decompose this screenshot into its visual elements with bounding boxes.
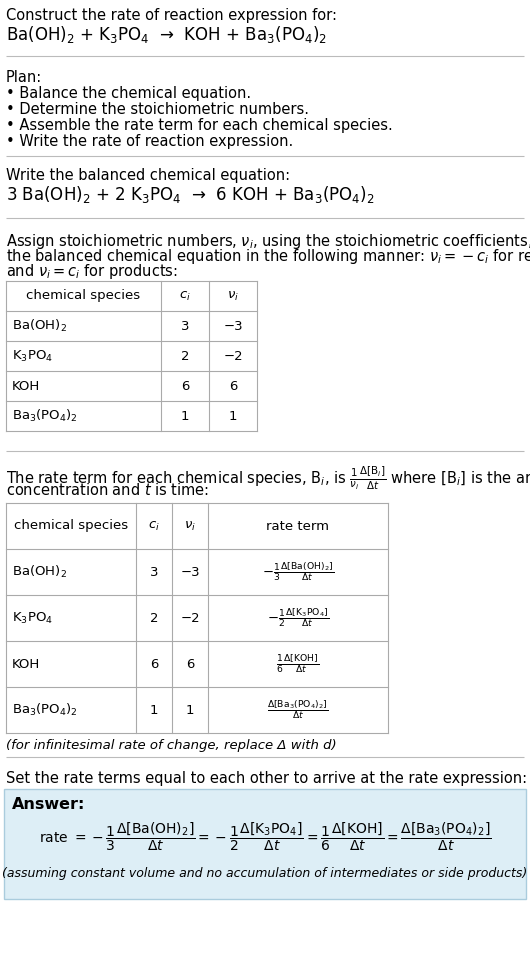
Text: Ba(OH)$_2$ + K$_3$PO$_4$  →  KOH + Ba$_3$(PO$_4$)$_2$: Ba(OH)$_2$ + K$_3$PO$_4$ → KOH + Ba$_3$(… bbox=[6, 24, 327, 45]
Text: 1: 1 bbox=[186, 704, 195, 716]
Text: chemical species: chemical species bbox=[26, 290, 140, 303]
Text: Ba(OH)$_2$: Ba(OH)$_2$ bbox=[12, 564, 67, 580]
Text: • Write the rate of reaction expression.: • Write the rate of reaction expression. bbox=[6, 134, 293, 149]
Text: 1: 1 bbox=[150, 704, 158, 716]
Text: 6: 6 bbox=[150, 658, 158, 671]
Text: 6: 6 bbox=[186, 658, 194, 671]
Text: and $\nu_i = c_i$ for products:: and $\nu_i = c_i$ for products: bbox=[6, 262, 178, 281]
Text: −3: −3 bbox=[223, 319, 243, 333]
Text: Set the rate terms equal to each other to arrive at the rate expression:: Set the rate terms equal to each other t… bbox=[6, 771, 527, 786]
Text: Answer:: Answer: bbox=[12, 797, 85, 812]
Text: $-\frac{1}{3}\frac{\Delta[\mathrm{Ba(OH)_2}]}{\Delta t}$: $-\frac{1}{3}\frac{\Delta[\mathrm{Ba(OH)… bbox=[262, 560, 334, 584]
Text: $-\frac{1}{2}\frac{\Delta[\mathrm{K_3PO_4}]}{\Delta t}$: $-\frac{1}{2}\frac{\Delta[\mathrm{K_3PO_… bbox=[267, 606, 329, 630]
Text: (for infinitesimal rate of change, replace Δ with d): (for infinitesimal rate of change, repla… bbox=[6, 739, 337, 752]
Text: Ba$_3$(PO$_4$)$_2$: Ba$_3$(PO$_4$)$_2$ bbox=[12, 702, 78, 718]
Text: $\frac{\Delta[\mathrm{Ba_3(PO_4)_2}]}{\Delta t}$: $\frac{\Delta[\mathrm{Ba_3(PO_4)_2}]}{\D… bbox=[268, 699, 329, 721]
Text: 3: 3 bbox=[181, 319, 189, 333]
Text: 3: 3 bbox=[150, 565, 158, 579]
Text: chemical species: chemical species bbox=[14, 519, 128, 533]
Text: The rate term for each chemical species, B$_i$, is $\frac{1}{\nu_i}\frac{\Delta[: The rate term for each chemical species,… bbox=[6, 465, 530, 493]
Text: 1: 1 bbox=[181, 410, 189, 423]
Text: −2: −2 bbox=[223, 349, 243, 362]
Text: concentration and $t$ is time:: concentration and $t$ is time: bbox=[6, 482, 209, 498]
Text: KOH: KOH bbox=[12, 658, 40, 671]
Text: 3 Ba(OH)$_2$ + 2 K$_3$PO$_4$  →  6 KOH + Ba$_3$(PO$_4$)$_2$: 3 Ba(OH)$_2$ + 2 K$_3$PO$_4$ → 6 KOH + B… bbox=[6, 184, 375, 205]
Text: $\frac{1}{6}\frac{\Delta[\mathrm{KOH}]}{\Delta t}$: $\frac{1}{6}\frac{\Delta[\mathrm{KOH}]}{… bbox=[276, 653, 320, 675]
Text: 1: 1 bbox=[229, 410, 237, 423]
Text: • Determine the stoichiometric numbers.: • Determine the stoichiometric numbers. bbox=[6, 102, 309, 117]
Text: Ba$_3$(PO$_4$)$_2$: Ba$_3$(PO$_4$)$_2$ bbox=[12, 408, 78, 424]
Text: rate term: rate term bbox=[267, 519, 330, 533]
Text: $c_i$: $c_i$ bbox=[148, 519, 160, 533]
Text: 2: 2 bbox=[181, 349, 189, 362]
Text: Write the balanced chemical equation:: Write the balanced chemical equation: bbox=[6, 168, 290, 183]
Text: KOH: KOH bbox=[12, 380, 40, 392]
FancyBboxPatch shape bbox=[4, 789, 526, 899]
Text: −2: −2 bbox=[180, 612, 200, 625]
Text: $c_i$: $c_i$ bbox=[179, 290, 191, 303]
Text: 6: 6 bbox=[181, 380, 189, 392]
Text: rate $= -\dfrac{1}{3}\dfrac{\Delta[\mathrm{Ba(OH)_2}]}{\Delta t} = -\dfrac{1}{2}: rate $= -\dfrac{1}{3}\dfrac{\Delta[\math… bbox=[39, 821, 491, 853]
Text: 2: 2 bbox=[150, 612, 158, 625]
Text: • Assemble the rate term for each chemical species.: • Assemble the rate term for each chemic… bbox=[6, 118, 393, 133]
Text: 6: 6 bbox=[229, 380, 237, 392]
Text: $\nu_i$: $\nu_i$ bbox=[184, 519, 196, 533]
Text: Ba(OH)$_2$: Ba(OH)$_2$ bbox=[12, 318, 67, 334]
Text: K$_3$PO$_4$: K$_3$PO$_4$ bbox=[12, 348, 53, 363]
Text: • Balance the chemical equation.: • Balance the chemical equation. bbox=[6, 86, 251, 101]
Text: the balanced chemical equation in the following manner: $\nu_i = -c_i$ for react: the balanced chemical equation in the fo… bbox=[6, 247, 530, 266]
Text: Assign stoichiometric numbers, $\nu_i$, using the stoichiometric coefficients, $: Assign stoichiometric numbers, $\nu_i$, … bbox=[6, 232, 530, 251]
Text: Construct the rate of reaction expression for:: Construct the rate of reaction expressio… bbox=[6, 8, 337, 23]
Text: Plan:: Plan: bbox=[6, 70, 42, 85]
Text: $\nu_i$: $\nu_i$ bbox=[227, 290, 239, 303]
Text: K$_3$PO$_4$: K$_3$PO$_4$ bbox=[12, 610, 53, 626]
Text: (assuming constant volume and no accumulation of intermediates or side products): (assuming constant volume and no accumul… bbox=[2, 867, 528, 880]
Text: −3: −3 bbox=[180, 565, 200, 579]
